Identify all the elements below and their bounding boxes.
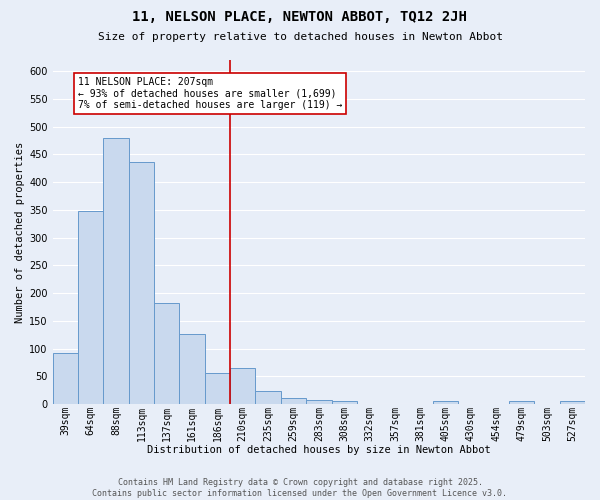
Bar	[281, 398, 306, 404]
Bar	[103, 138, 129, 404]
Bar	[560, 402, 585, 404]
Bar	[53, 352, 78, 404]
Bar	[509, 402, 535, 404]
Bar	[332, 402, 357, 404]
Bar	[179, 334, 205, 404]
Bar	[205, 372, 230, 404]
Bar	[230, 368, 256, 404]
Bar	[256, 392, 281, 404]
Text: Contains HM Land Registry data © Crown copyright and database right 2025.
Contai: Contains HM Land Registry data © Crown c…	[92, 478, 508, 498]
Text: 11 NELSON PLACE: 207sqm
← 93% of detached houses are smaller (1,699)
7% of semi-: 11 NELSON PLACE: 207sqm ← 93% of detache…	[78, 76, 343, 110]
Bar	[129, 162, 154, 404]
Bar	[154, 302, 179, 404]
Text: 11, NELSON PLACE, NEWTON ABBOT, TQ12 2JH: 11, NELSON PLACE, NEWTON ABBOT, TQ12 2JH	[133, 10, 467, 24]
Y-axis label: Number of detached properties: Number of detached properties	[15, 142, 25, 322]
Text: Size of property relative to detached houses in Newton Abbot: Size of property relative to detached ho…	[97, 32, 503, 42]
Bar	[433, 402, 458, 404]
Bar	[306, 400, 332, 404]
Bar	[78, 211, 103, 404]
X-axis label: Distribution of detached houses by size in Newton Abbot: Distribution of detached houses by size …	[147, 445, 491, 455]
